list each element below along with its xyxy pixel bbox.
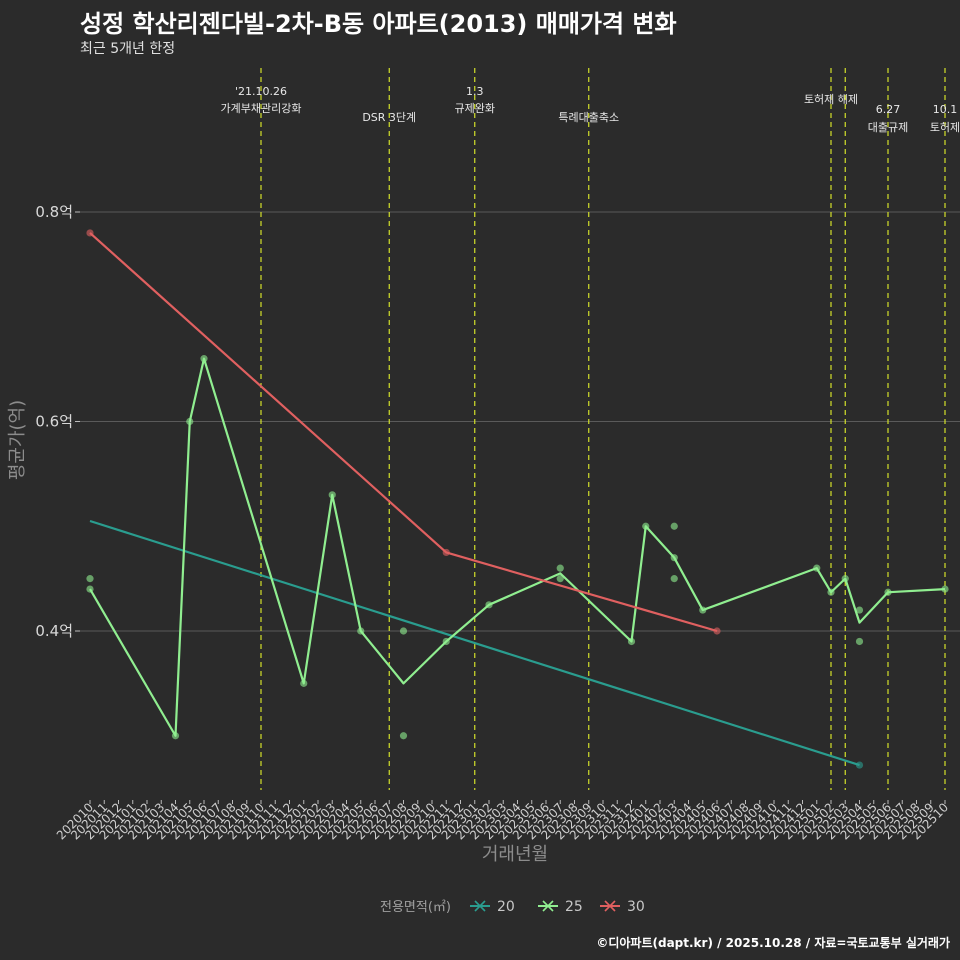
data-point-30 (713, 627, 721, 635)
data-point-25 (884, 588, 892, 596)
data-point-25 (699, 606, 707, 614)
legend-label-20: 20 (497, 899, 515, 915)
data-point-30 (86, 229, 94, 237)
data-series (86, 229, 949, 769)
data-point-25 (642, 522, 650, 530)
data-point-25 (186, 417, 194, 426)
data-point-25 (300, 679, 308, 687)
event-annotation: DSR 3단계 (362, 111, 416, 124)
data-point-25 (442, 637, 450, 646)
data-point-25 (399, 627, 408, 635)
data-point-25 (670, 575, 678, 583)
data-point-30 (442, 548, 450, 557)
legend: 전용면적(㎡) 20 25 30 (380, 899, 645, 915)
chart-subtitle: 최근 5개년 한정 (80, 41, 176, 57)
event-annotation: 대출규제 (868, 121, 908, 134)
y-tick-label: 0.8억 (35, 203, 73, 221)
data-point-20 (855, 761, 864, 769)
data-point-25 (399, 732, 408, 740)
data-point-25 (941, 585, 949, 593)
legend-key-cross (604, 900, 616, 912)
data-point-25 (328, 491, 336, 499)
event-annotation: 토허제 해제 (804, 92, 858, 106)
legend-key-cross (542, 900, 554, 912)
event-annotation: 10.1 (933, 103, 958, 116)
event-annotation: '21.10.26 (235, 85, 287, 98)
legend-title: 전용면적(㎡) (380, 900, 451, 915)
data-point-25 (827, 588, 835, 596)
x-axis-title: 거래년월 (482, 844, 548, 865)
x-axis: 2020102020112020122021012021022021032021… (54, 800, 951, 843)
event-annotation: 특례대출축소 (558, 111, 619, 124)
y-tick-label: 0.6억 (35, 413, 73, 431)
event-annotation: 규제완화 (455, 102, 495, 115)
data-point-25 (86, 575, 94, 583)
legend-key-cross (474, 900, 486, 912)
data-point-25 (670, 554, 678, 562)
event-annotation: 6.27 (876, 103, 901, 116)
y-axis-title: 평균가(억) (7, 400, 28, 480)
data-point-25 (556, 564, 564, 572)
data-point-25 (357, 627, 365, 635)
data-point-25 (86, 585, 94, 593)
event-annotation: 토허제 (930, 121, 960, 134)
y-axis: 0.4억 0.6억 0.8억 (35, 203, 80, 640)
series-line-25 (89, 357, 946, 737)
data-point-25 (627, 637, 636, 646)
series-line-20 (89, 519, 860, 767)
event-annotation: 가계부채관리강화 (221, 102, 302, 115)
data-point-25 (855, 637, 864, 646)
data-point-25 (171, 732, 180, 740)
event-annotation: 1.3 (466, 85, 484, 98)
grid-lines (80, 211, 960, 632)
data-point-25 (855, 606, 864, 614)
chart-title: 성정 학산리젠다빌-2차-B동 아파트(2013) 매매가격 변화 (80, 10, 677, 38)
legend-label-30: 30 (627, 899, 645, 915)
source-credit: ©디아파트(dapt.kr) / 2025.10.28 / 자료=국토교통부 실… (596, 936, 950, 950)
data-point-25 (813, 564, 821, 572)
data-point-25 (670, 522, 678, 530)
legend-label-25: 25 (565, 899, 583, 915)
data-point-25 (485, 601, 493, 609)
y-tick-label: 0.4억 (35, 622, 73, 640)
data-point-25 (841, 575, 849, 583)
data-point-25 (200, 355, 208, 363)
data-point-25 (556, 575, 564, 583)
